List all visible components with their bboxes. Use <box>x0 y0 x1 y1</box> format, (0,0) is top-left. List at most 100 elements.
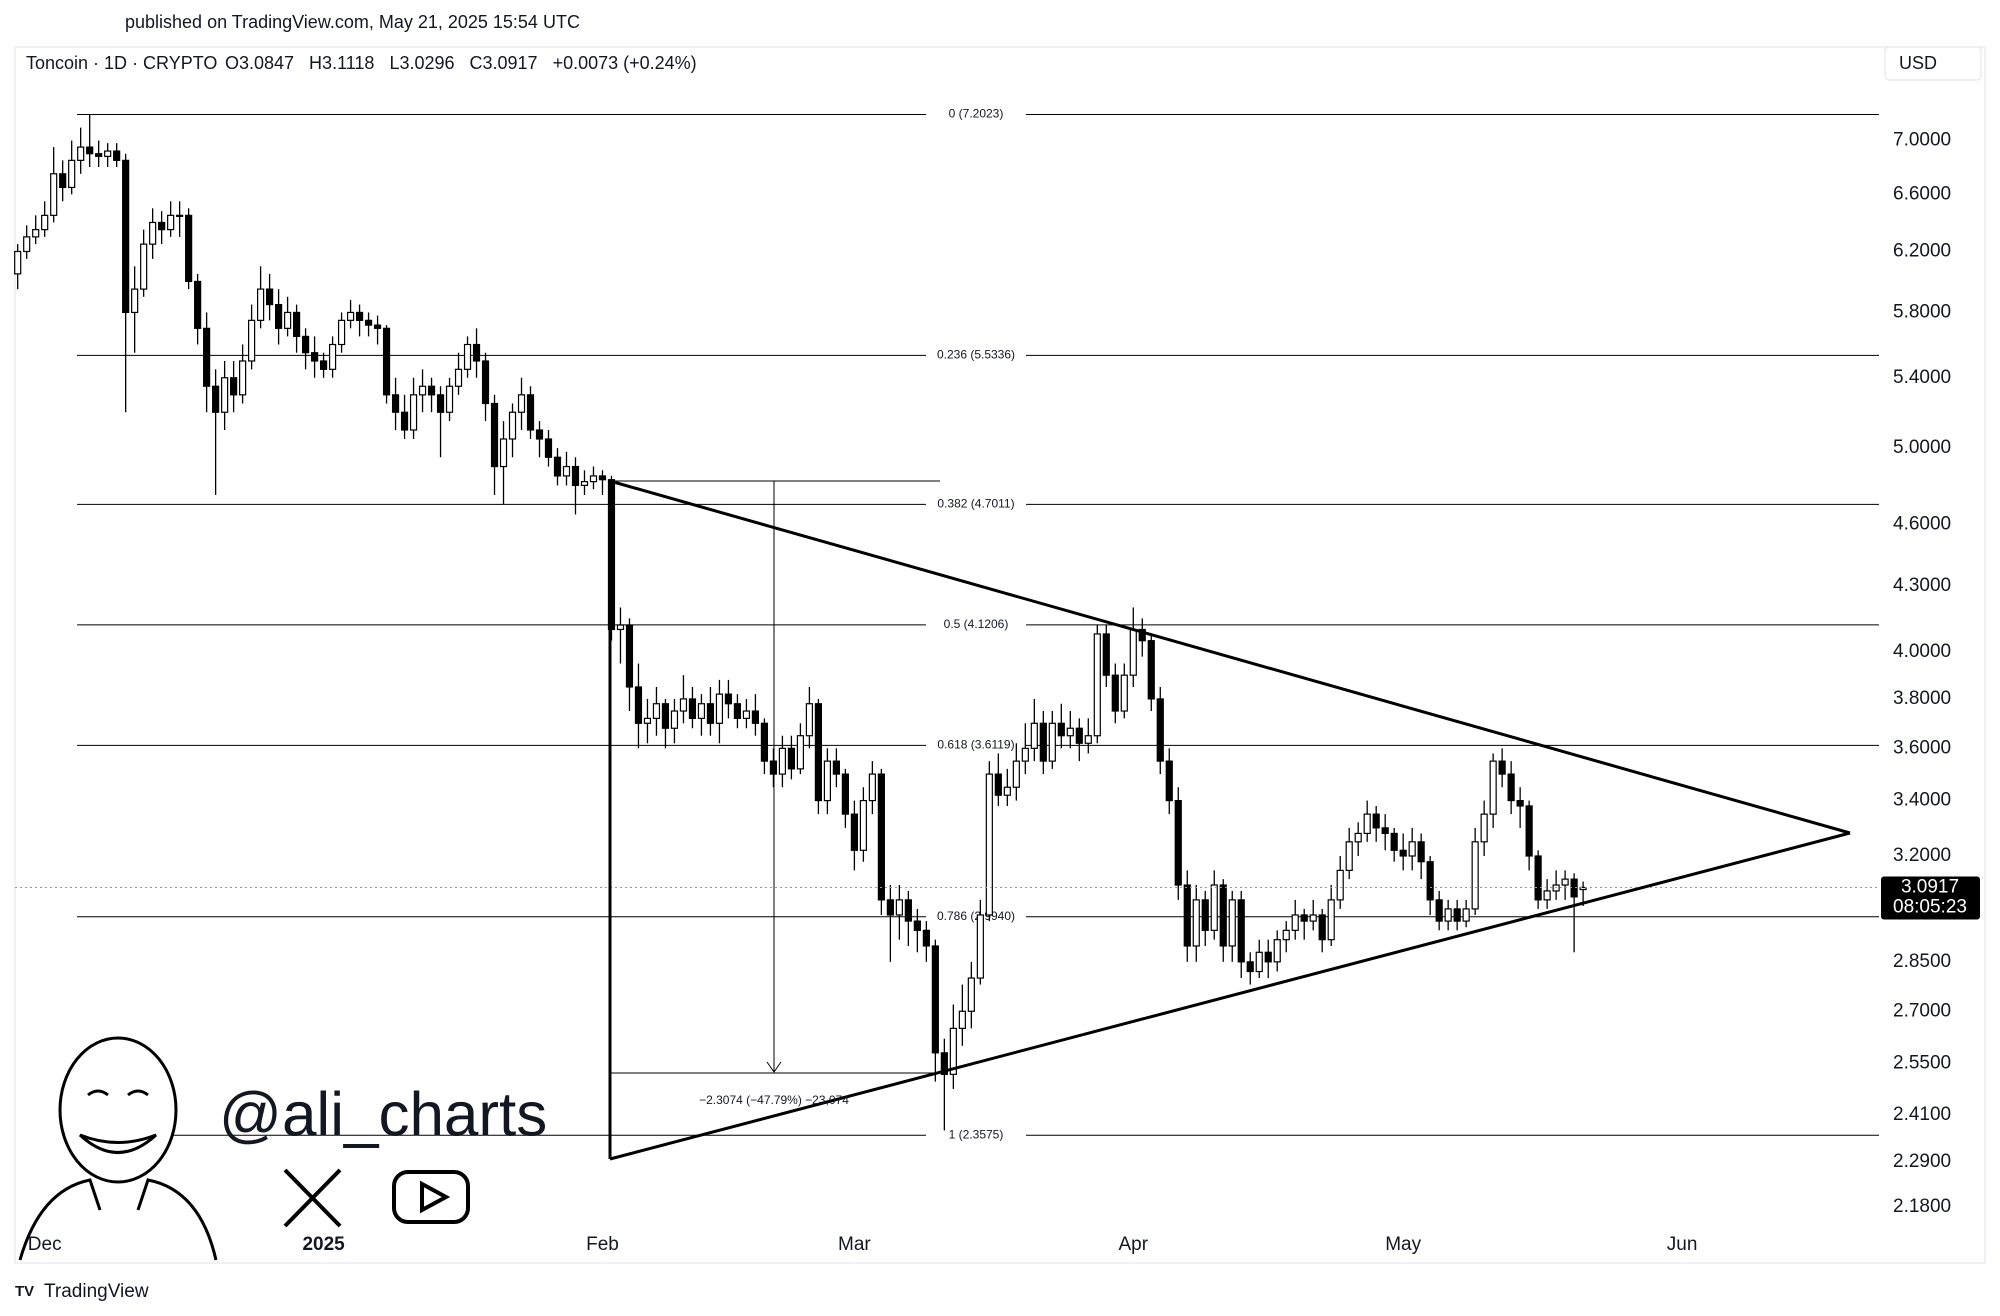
candle-body <box>931 945 939 1054</box>
candle-body <box>787 747 796 770</box>
currency-button[interactable] <box>1884 46 1982 81</box>
candle-body <box>95 153 103 157</box>
candle-body <box>1300 914 1308 922</box>
candle-body <box>1075 727 1083 744</box>
candle-body <box>688 698 697 719</box>
candle-body <box>985 773 993 916</box>
candle-body <box>400 411 409 431</box>
candle-body <box>1462 908 1470 922</box>
candle-body <box>1174 799 1182 886</box>
candle-body <box>221 377 229 413</box>
candle-body <box>778 747 787 775</box>
candle-body <box>1327 899 1335 941</box>
chart-title: Toncoin · 1D · CRYPTO <box>26 53 217 73</box>
candle-body <box>176 214 184 217</box>
measure-label: −2.3074 (−47.79%) −23,074 <box>699 1093 849 1107</box>
candle-body <box>715 693 724 724</box>
candle-body <box>248 319 256 362</box>
fib-label: 0 (7.2023) <box>949 107 1004 121</box>
y-tick-label: 5.4000 <box>1893 367 1951 388</box>
x-stroke <box>283 1168 342 1228</box>
candle-body <box>535 429 544 440</box>
candle-body <box>1390 832 1398 851</box>
candle-body <box>346 311 355 321</box>
candle-body <box>32 229 40 238</box>
candle-body <box>292 311 301 337</box>
x-tick-label: Mar <box>838 1234 871 1255</box>
candle-body <box>1246 961 1254 973</box>
candle-body <box>1453 908 1461 922</box>
candle-body <box>14 250 22 275</box>
candle-body <box>104 150 112 157</box>
candle-body <box>301 335 310 354</box>
candle-body <box>508 411 517 440</box>
candle-body <box>1345 841 1353 871</box>
fib-label: 0.5 (4.1206) <box>944 617 1009 631</box>
watermark-handle: @ali_charts <box>219 1080 547 1149</box>
candle-body <box>337 319 346 346</box>
candle-body <box>1408 841 1416 857</box>
published-note: published on TradingView.com, May 21, 20… <box>125 12 580 32</box>
candle-body <box>769 760 778 775</box>
candle-body <box>1507 773 1515 802</box>
candle-body <box>886 899 894 916</box>
candle-body <box>319 360 328 370</box>
candle-body <box>751 710 760 724</box>
candle-body <box>589 475 598 483</box>
candle-body <box>364 319 373 326</box>
candle-body <box>490 402 499 468</box>
y-tick-label: 3.6000 <box>1893 737 1951 758</box>
measure-arrowhead <box>766 1061 782 1073</box>
candle-body <box>742 710 751 719</box>
candle-body <box>68 159 76 189</box>
candle-body <box>1399 849 1407 857</box>
candle-body <box>814 703 822 802</box>
y-tick-label: 2.1800 <box>1893 1196 1951 1217</box>
candle-body <box>832 760 840 775</box>
candle-body <box>275 303 283 329</box>
candle-body <box>796 735 805 770</box>
candle-body <box>1237 899 1245 963</box>
fib-label-bg <box>926 106 1026 123</box>
x-tick-label: Feb <box>586 1234 619 1255</box>
candle-body <box>670 710 679 729</box>
candle-body <box>1381 827 1389 835</box>
candle-body <box>499 438 508 468</box>
candle-body <box>1219 884 1227 947</box>
x-tick-label: May <box>1385 1234 1421 1255</box>
youtube-logo <box>392 1170 470 1224</box>
candle-body <box>454 368 463 387</box>
candle-body <box>283 311 292 329</box>
candle-body <box>850 813 858 851</box>
candle-body <box>517 394 526 413</box>
candle-body <box>382 327 391 396</box>
x-tick-label: Apr <box>1118 1234 1148 1255</box>
y-tick-label: 3.4000 <box>1893 790 1951 811</box>
face <box>58 1036 178 1184</box>
candle-body <box>904 899 912 922</box>
candle-body <box>1048 722 1056 762</box>
candle-body <box>1021 747 1029 762</box>
y-tick-label: 2.5500 <box>1893 1053 1951 1074</box>
candle-body <box>724 693 733 705</box>
candle-body <box>994 773 1002 796</box>
candle-body <box>1138 628 1146 642</box>
candle-body <box>1354 832 1362 843</box>
candle-body <box>266 288 274 306</box>
y-tick-label: 3.2000 <box>1893 845 1951 866</box>
candle-body <box>1516 799 1524 807</box>
candle-body <box>598 475 607 481</box>
shoulders <box>18 1178 218 1261</box>
y-tick-label: 2.8500 <box>1893 951 1951 972</box>
candle-body <box>958 1010 966 1029</box>
candle-body <box>1579 886 1587 891</box>
y-tick-label: 7.0000 <box>1893 130 1951 151</box>
candle-body <box>571 465 580 487</box>
candle-body <box>86 146 94 155</box>
candle-body <box>50 173 58 216</box>
candle-body <box>194 280 202 329</box>
candle-body <box>418 385 427 396</box>
candle-body <box>1489 760 1497 815</box>
candle-body <box>967 977 975 1012</box>
